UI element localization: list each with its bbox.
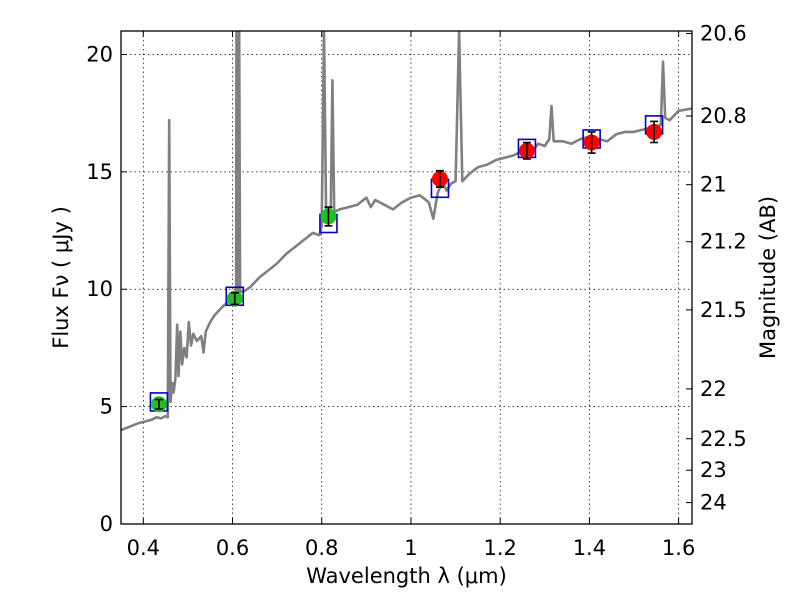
x-tick-label: 1: [404, 536, 417, 560]
x-tick-labels: 0.4 0.6 0.8 1 1.2 1.4 1.6: [127, 536, 696, 560]
magnitude-tick-label: 22: [700, 377, 727, 401]
spectrum-line: [121, 31, 692, 432]
plot-frame: [120, 30, 693, 525]
magnitude-tick-label: 20.8: [700, 104, 747, 128]
x-tick-label: 0.8: [305, 536, 338, 560]
y-axis-label: Flux Fν ( μJy ): [49, 206, 73, 349]
plot-content: [121, 31, 692, 432]
y-tick-label: 10: [86, 277, 113, 301]
magnitude-tick-label: 21.5: [700, 298, 747, 322]
magnitude-tick-label: 21.2: [700, 230, 747, 254]
y-tick-label: 5: [100, 395, 113, 419]
y-tick-label: 15: [86, 160, 113, 184]
magnitude-tick-labels: 20.6 20.8 21 21.2 21.5 22 22.5 23 24: [700, 21, 747, 514]
x-tick-label: 0.6: [216, 536, 249, 560]
magnitude-tick-label: 20.6: [700, 21, 747, 45]
x-tick-label: 1.4: [573, 536, 606, 560]
y-tick-label: 20: [86, 42, 113, 66]
magnitude-tick-label: 22.5: [700, 427, 747, 451]
right-axis-label: Magnitude (AB): [756, 196, 780, 359]
y-tick-labels: 0 5 10 15 20: [86, 42, 113, 536]
x-axis-label: Wavelength λ (μm): [306, 564, 507, 588]
y-tick-label: 0: [100, 512, 113, 536]
axis-ticks: [121, 31, 692, 525]
magnitude-tick-label: 23: [700, 458, 727, 482]
x-tick-label: 1.6: [662, 536, 695, 560]
x-tick-label: 0.4: [127, 536, 160, 560]
magnitude-tick-label: 24: [700, 491, 727, 515]
grid-lines: [121, 31, 692, 524]
magnitude-tick-label: 21: [700, 173, 727, 197]
x-tick-label: 1.2: [483, 536, 516, 560]
